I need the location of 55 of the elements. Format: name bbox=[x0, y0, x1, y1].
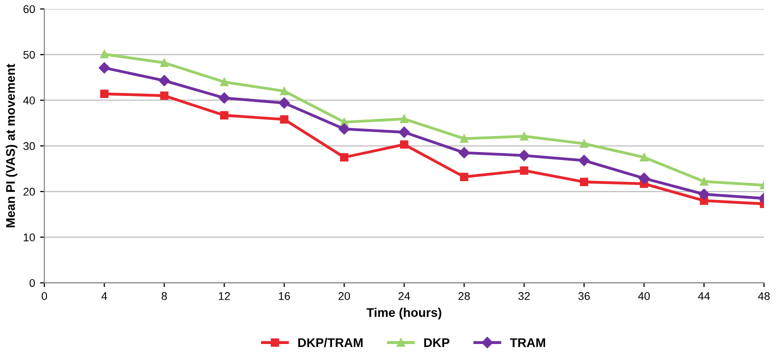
point bbox=[640, 153, 648, 162]
point bbox=[220, 78, 228, 86]
x-tick-label: 48 bbox=[758, 292, 770, 300]
point bbox=[338, 123, 350, 135]
point bbox=[518, 150, 530, 162]
point bbox=[100, 90, 108, 98]
y-axis-title: Mean PI (VAS) at movement bbox=[6, 64, 18, 228]
point bbox=[698, 188, 710, 200]
point bbox=[158, 75, 170, 86]
point bbox=[520, 132, 528, 140]
x-axis-title: Time (hours) bbox=[366, 308, 442, 320]
point bbox=[278, 97, 290, 109]
legend-label: TRAM bbox=[510, 338, 546, 347]
point bbox=[160, 58, 168, 67]
point bbox=[398, 126, 410, 138]
point bbox=[400, 114, 408, 124]
point bbox=[160, 92, 168, 100]
x-tick-label: 36 bbox=[578, 292, 590, 300]
point bbox=[220, 111, 228, 120]
point bbox=[580, 139, 588, 148]
x-tick-label: 28 bbox=[458, 292, 470, 300]
x-tick-label: 0 bbox=[42, 292, 47, 300]
point bbox=[578, 154, 590, 166]
y-tick-label: 50 bbox=[23, 50, 35, 59]
y-tick-label: 20 bbox=[24, 188, 35, 196]
point bbox=[700, 177, 708, 186]
x-tick-label: 12 bbox=[218, 292, 230, 300]
legend-label: DKP bbox=[424, 338, 450, 347]
point bbox=[638, 172, 650, 184]
x-tick-label: 16 bbox=[278, 292, 290, 300]
point bbox=[400, 140, 408, 149]
x-tick-label: 24 bbox=[398, 292, 410, 300]
y-tick-label: 30 bbox=[23, 142, 35, 150]
point bbox=[280, 86, 288, 96]
legend-label: DKP/TRAM bbox=[298, 338, 363, 348]
point bbox=[98, 62, 110, 74]
point bbox=[280, 115, 288, 124]
point bbox=[520, 166, 528, 175]
point bbox=[460, 172, 468, 182]
y-tick-label: 0 bbox=[30, 279, 35, 287]
y-tick-label: 60 bbox=[24, 5, 35, 14]
point bbox=[458, 147, 470, 158]
x-tick-label: 8 bbox=[162, 292, 167, 300]
x-tick-label: 40 bbox=[638, 292, 650, 300]
point bbox=[460, 134, 468, 143]
x-tick-label: 44 bbox=[698, 292, 710, 300]
x-tick-label: 20 bbox=[338, 292, 350, 300]
point bbox=[218, 92, 230, 104]
point bbox=[580, 178, 588, 186]
x-tick-label: 32 bbox=[518, 292, 530, 300]
point bbox=[100, 50, 108, 58]
y-tick-label: 10 bbox=[24, 233, 35, 242]
y-tick-label: 40 bbox=[23, 96, 35, 104]
point bbox=[340, 153, 348, 162]
x-tick-label: 4 bbox=[101, 292, 108, 300]
